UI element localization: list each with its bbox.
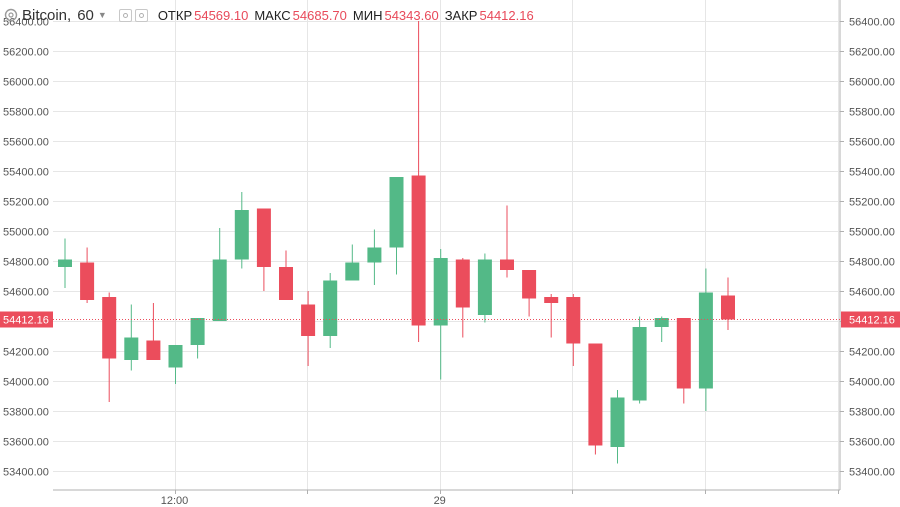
- candle-body-up: [477, 259, 492, 315]
- last-price-marker: 54412.16 54412.16: [0, 311, 900, 328]
- candle-body-up: [367, 247, 382, 263]
- candle-body-down: [721, 295, 735, 320]
- candle-body-down: [522, 270, 537, 299]
- high-value: 54685.70: [292, 7, 347, 23]
- low-value: 54343.60: [384, 7, 439, 23]
- price-tick-label: 54000.00: [3, 377, 49, 389]
- price-tick-label: 54200.00: [849, 347, 895, 359]
- price-tick-label: 55200.00: [849, 197, 895, 209]
- last-price-tag-right: [841, 311, 900, 328]
- candle-body-down: [544, 297, 559, 303]
- price-tick-label: 55400.00: [849, 167, 895, 179]
- symbol-name[interactable]: Bitcoin,: [22, 6, 72, 24]
- price-tick-label: 53600.00: [849, 437, 895, 449]
- time-tick-label: 12:00: [161, 495, 189, 507]
- candle-body-up: [654, 318, 669, 327]
- price-tick-label: 55000.00: [849, 227, 895, 239]
- open-label: ОТКР: [157, 7, 193, 23]
- candle-body-up: [610, 397, 625, 447]
- price-tick-label: 54200.00: [3, 347, 49, 359]
- candle-body-down: [102, 297, 117, 359]
- candle-body-up: [190, 318, 205, 345]
- chevron-down-icon[interactable]: ▼: [97, 10, 107, 20]
- last-price-label-left: 54412.16: [3, 315, 49, 327]
- last-price-tag-left: [0, 311, 53, 328]
- candle-body-up: [168, 345, 183, 368]
- price-tick-label: 53400.00: [849, 467, 895, 479]
- price-tick-label: 56000.00: [3, 77, 49, 89]
- candle-body-down: [301, 304, 316, 336]
- price-tick-label: 53800.00: [849, 407, 895, 419]
- price-tick-label: 56400.00: [849, 17, 895, 29]
- candle-body-up: [698, 292, 713, 389]
- price-tick-label: 55400.00: [3, 167, 49, 179]
- price-scale-left: 53400.00 53600.00 53800.00 54000.00 54200.00…: [3, 17, 49, 479]
- candle-body-up: [124, 337, 139, 360]
- time-scale[interactable]: 12:00 29: [161, 490, 839, 507]
- price-tick-label: 54800.00: [849, 257, 895, 269]
- price-tick-label: 56200.00: [3, 47, 49, 59]
- price-tick-label: 55600.00: [849, 137, 895, 149]
- price-tick-label: 53800.00: [3, 407, 49, 419]
- candle-body-up: [433, 258, 448, 326]
- price-tick-label: 55800.00: [849, 107, 895, 119]
- price-tick-label: 55800.00: [3, 107, 49, 119]
- candle-body-down: [676, 318, 691, 389]
- last-price-label-right: 54412.16: [849, 315, 895, 327]
- candle-body-down: [411, 175, 426, 326]
- open-value: 54569.10: [194, 7, 249, 23]
- price-tick-label: 54000.00: [849, 377, 895, 389]
- candle-body-down: [588, 343, 603, 446]
- time-tick-label: 29: [434, 495, 446, 507]
- price-tick-label: 53600.00: [3, 437, 49, 449]
- candle-body-down: [500, 259, 514, 270]
- low-label: МИН: [352, 7, 383, 23]
- price-tick-label: 54600.00: [849, 287, 895, 299]
- candle-body-up: [58, 259, 72, 267]
- close-value: 54412.16: [479, 7, 534, 23]
- price-tick-label: 56200.00: [849, 47, 895, 59]
- price-tick-label: 55600.00: [3, 137, 49, 149]
- candle-body-up: [323, 280, 338, 336]
- candle-body-down: [256, 208, 271, 267]
- price-tick-label: 54600.00: [3, 287, 49, 299]
- close-label: ЗАКР: [444, 7, 478, 23]
- grid-lines: [53, 0, 840, 490]
- candle-body-up: [212, 259, 227, 321]
- candle-body-down: [146, 340, 161, 360]
- gear-icon[interactable]: [4, 8, 18, 22]
- candle-body-up: [234, 210, 249, 260]
- price-tick-label: 54800.00: [3, 257, 49, 269]
- timeframe[interactable]: 60: [77, 6, 94, 24]
- price-tick-label: 55200.00: [3, 197, 49, 209]
- candle-body-down: [566, 297, 581, 344]
- candle-body-up: [345, 262, 360, 281]
- settings-icon[interactable]: [134, 8, 148, 22]
- candle-body-down: [455, 259, 470, 308]
- candle-body-down: [80, 262, 95, 300]
- candle-body-up: [632, 327, 647, 401]
- high-label: МАКС: [254, 7, 291, 23]
- legend-header: Bitcoin, 60 ▼ ОТКР 54569.10 МАКС 54685.7…: [0, 0, 534, 30]
- candle-body-up: [389, 177, 404, 248]
- price-tick-label: 56000.00: [849, 77, 895, 89]
- eye-icon[interactable]: [118, 8, 132, 22]
- axes: [53, 0, 841, 491]
- price-tick-label: 55000.00: [3, 227, 49, 239]
- candles: [58, 21, 735, 464]
- candle-body-down: [279, 267, 293, 300]
- price-tick-label: 53400.00: [3, 467, 49, 479]
- price-scale-right[interactable]: 53400.00 53600.00 53800.00 54000.00 54200.00…: [840, 17, 895, 479]
